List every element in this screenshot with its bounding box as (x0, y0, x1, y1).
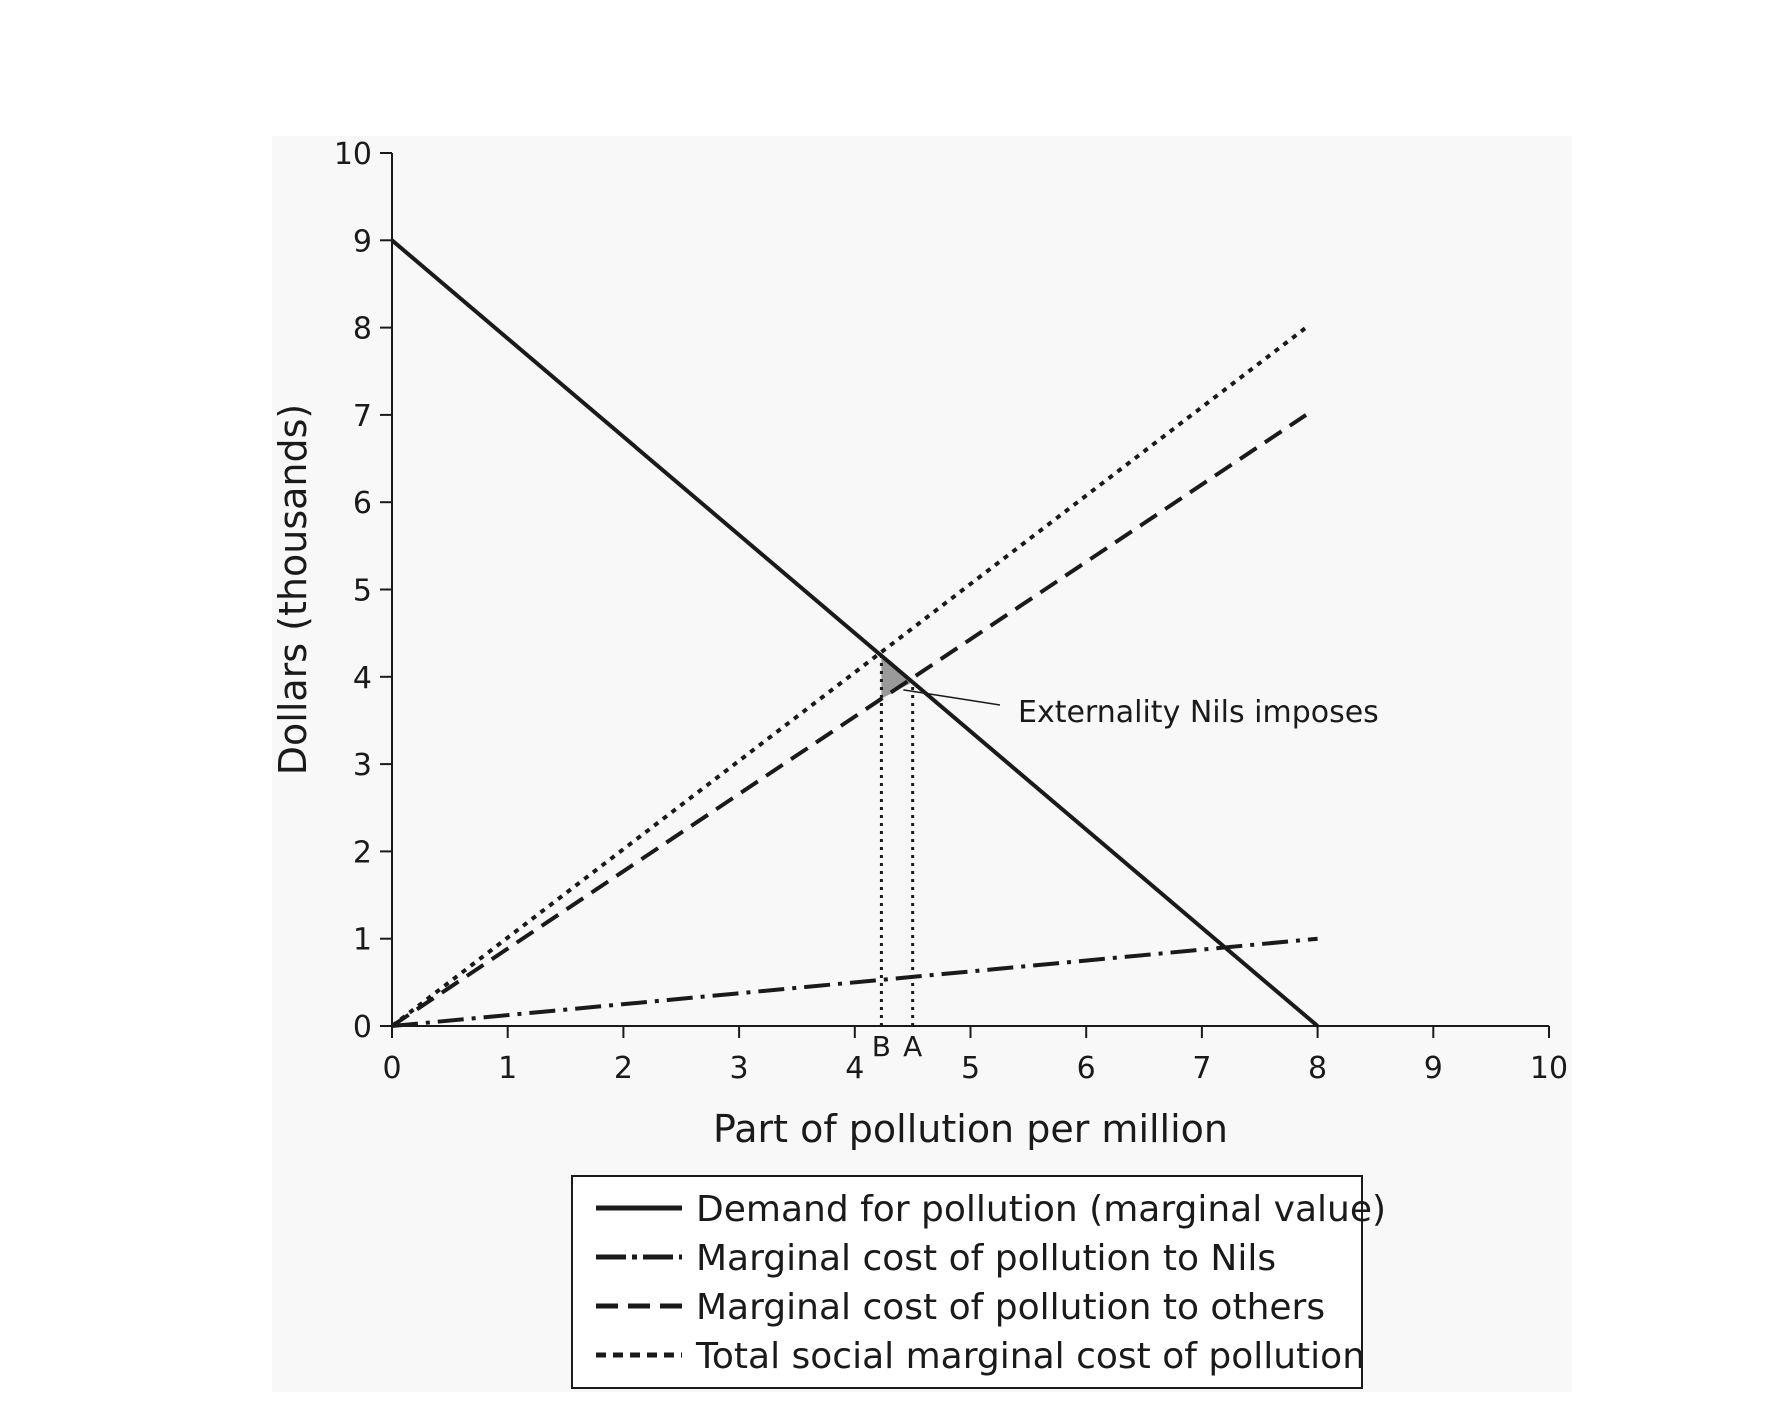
y-tick-label: 6 (353, 486, 372, 521)
legend-label-2: Marginal cost of pollution to Nils (696, 1238, 1276, 1279)
series-line-4 (390, 326, 1308, 1028)
x-tick-label: 7 (1192, 1051, 1211, 1086)
legend-label-1: Demand for pollution (marginal value) (696, 1189, 1386, 1230)
annotation-text: Externality Nils imposes (1018, 695, 1379, 730)
y-tick-label: 8 (353, 312, 372, 347)
series-line-1 (390, 238, 1319, 1028)
x-tick-label: 2 (614, 1051, 633, 1086)
annotation-leader-line (903, 689, 1001, 706)
x-tick-label: 5 (961, 1051, 980, 1086)
series-line-3 (390, 413, 1308, 1028)
y-tick-label: 10 (334, 137, 372, 172)
y-axis-title: Dollars (thousands) (271, 404, 315, 775)
x-tick-label: 0 (382, 1051, 401, 1086)
y-tick-label: 7 (353, 399, 372, 434)
x-axis-title: Part of pollution per million (713, 1107, 1228, 1151)
quantity-marker-label-a: A (903, 1030, 922, 1063)
x-tick-label: 3 (730, 1051, 749, 1086)
legend-box (571, 1175, 1363, 1389)
x-tick-label: 1 (498, 1051, 517, 1086)
x-tick-label: 4 (845, 1051, 864, 1086)
x-tick-label: 6 (1077, 1051, 1096, 1086)
y-tick-label: 3 (353, 748, 372, 783)
series-line-2 (391, 936, 1318, 1028)
x-tick-label: 8 (1308, 1051, 1327, 1086)
y-tick-label: 1 (353, 923, 372, 958)
legend-label-4: Total social marginal cost of pollution (695, 1336, 1365, 1377)
y-tick-label: 2 (353, 835, 372, 870)
x-tick-label: 10 (1530, 1051, 1568, 1086)
externality-shaded-area (881, 655, 913, 699)
legend-label-3: Marginal cost of pollution to others (696, 1287, 1325, 1328)
y-tick-label: 4 (353, 661, 372, 696)
y-tick-label: 9 (353, 224, 372, 259)
y-tick-label: 5 (353, 574, 372, 609)
y-tick-label: 0 (353, 1010, 372, 1045)
x-tick-label: 9 (1424, 1051, 1443, 1086)
quantity-marker-label-b: B (872, 1030, 891, 1063)
